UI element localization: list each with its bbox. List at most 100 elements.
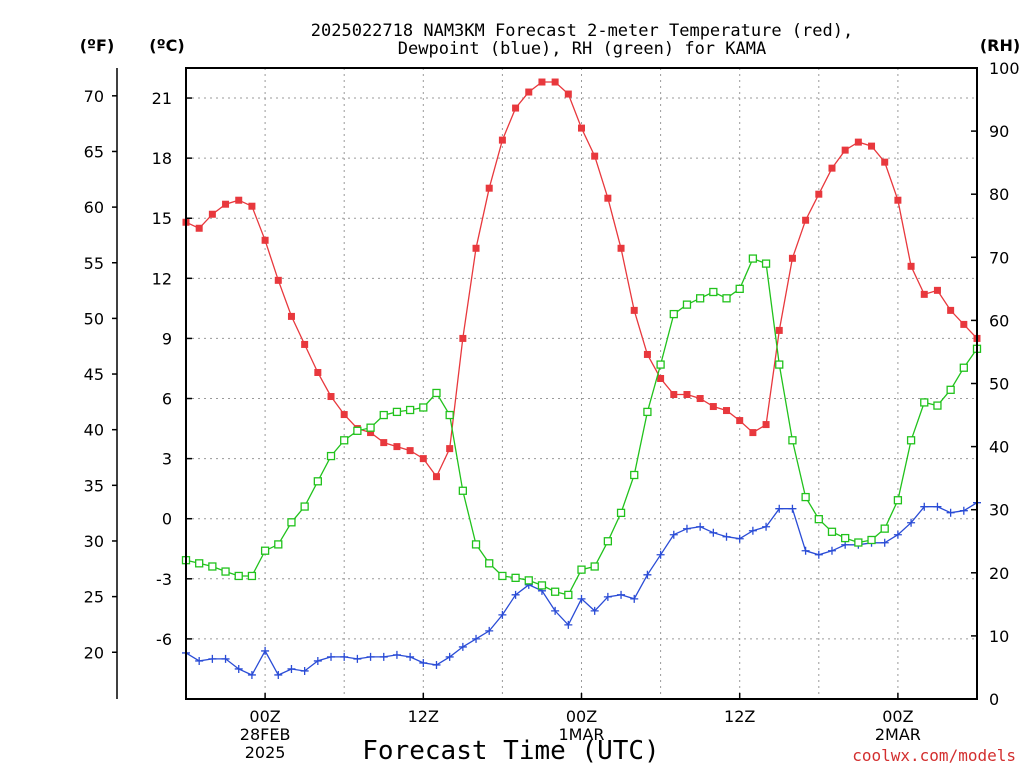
fahrenheit-tick-label: 55 — [84, 254, 104, 273]
temperature-point — [920, 290, 928, 298]
rh-point — [775, 360, 784, 369]
dewpoint-point — [722, 532, 731, 541]
temperature-point — [828, 164, 836, 172]
chart-title-line-2: Dewpoint (blue), RH (green) for KAMA — [398, 39, 766, 59]
rh-point — [603, 537, 613, 546]
celsius-tick-label: 3 — [162, 450, 172, 469]
temperature-point — [802, 216, 810, 224]
rh-tick-label: 90 — [989, 122, 1009, 141]
dewpoint-point — [748, 526, 757, 535]
rh-point — [550, 587, 560, 596]
rh-point — [313, 477, 322, 486]
temperature-point — [683, 391, 691, 399]
site-credit: coolwx.com/models — [852, 746, 1016, 765]
dewpoint-point — [261, 646, 270, 655]
rh-point — [445, 410, 454, 420]
rh-point — [485, 559, 494, 568]
rh-point — [260, 546, 270, 555]
rh-point — [405, 405, 415, 415]
rh-point — [419, 403, 428, 412]
x-tick-label: 1MAR — [558, 725, 604, 744]
dewpoint-point — [735, 534, 744, 543]
dewpoint-point — [195, 656, 204, 665]
rh-tick-label: 40 — [989, 438, 1009, 457]
temperature-point — [432, 473, 440, 481]
rh-point — [208, 562, 217, 571]
rh-point — [801, 492, 810, 502]
rh-point — [577, 565, 586, 574]
dewpoint-point — [959, 506, 968, 515]
rh-point — [590, 562, 599, 571]
rh-point — [221, 567, 230, 576]
dewpoint-point — [379, 652, 388, 661]
rh-point — [814, 515, 823, 524]
dewpoint-point — [762, 522, 771, 531]
celsius-tick-label: 12 — [152, 269, 172, 288]
rh-point — [287, 518, 296, 527]
rh-point — [524, 576, 533, 585]
dewpoint-point — [472, 634, 481, 643]
x-tick-label: 12Z — [724, 707, 755, 726]
temperature-point — [591, 152, 599, 160]
dewpoint-point — [366, 652, 375, 661]
dewpoint-point — [551, 606, 560, 615]
temperature-point — [472, 244, 480, 252]
rh-tick-label: 50 — [989, 375, 1009, 394]
dewpoint-point — [208, 654, 217, 663]
fahrenheit-tick-label: 45 — [84, 365, 104, 384]
temperature-point — [736, 417, 744, 425]
rh-tick-label: 60 — [989, 311, 1009, 330]
dewpoint-point — [419, 658, 428, 667]
celsius-tick-label: -6 — [156, 630, 172, 649]
rh-point — [353, 426, 362, 435]
temperature-point — [709, 403, 717, 411]
plot-frame — [185, 67, 978, 700]
temperature-point — [657, 374, 665, 382]
dewpoint-point — [643, 570, 652, 579]
temperature-point — [881, 158, 889, 166]
temperature-point — [380, 439, 388, 447]
rh-point — [893, 496, 903, 505]
temperature-point — [195, 224, 203, 232]
dewpoint-point — [392, 650, 401, 659]
rh-unit-label: (RH) — [980, 36, 1020, 55]
dewpoint-point — [300, 666, 309, 675]
dewpoint-point — [946, 508, 955, 517]
x-tick-label: 00Z — [249, 707, 280, 726]
grid-lines — [186, 68, 977, 699]
fahrenheit-tick-label: 25 — [84, 588, 104, 607]
temperature-point — [815, 190, 823, 198]
rh-tick-label: 10 — [989, 627, 1009, 646]
dewpoint-point — [564, 620, 573, 629]
temperature-point — [314, 368, 322, 376]
celsius-unit-label: (ºC) — [149, 36, 184, 55]
celsius-tick-label: 6 — [162, 390, 172, 409]
rh-point — [827, 527, 837, 536]
dewpoint-point — [630, 594, 639, 603]
temperature-point — [933, 286, 941, 294]
dewpoint-point — [933, 502, 942, 511]
chart-title-line-1: 2025022718 NAM3KM Forecast 2-meter Tempe… — [311, 21, 853, 41]
series-layer — [181, 78, 982, 679]
temperature-point — [894, 196, 902, 204]
fahrenheit-tick-label: 50 — [84, 309, 104, 328]
temperature-point — [643, 350, 651, 358]
temperature-point — [393, 443, 401, 451]
temperature-point — [367, 429, 375, 437]
rh-point — [880, 524, 889, 533]
temperature-point — [696, 395, 704, 403]
dewpoint-point — [682, 524, 691, 533]
temperature-point — [446, 445, 454, 453]
temperature-point — [327, 393, 335, 401]
rh-point — [616, 508, 626, 518]
temperature-point — [208, 210, 216, 218]
temperature-point — [960, 320, 968, 328]
temperature-point — [907, 262, 915, 270]
temperature-point — [525, 88, 533, 96]
dewpoint-point — [274, 670, 283, 679]
temperature-point — [248, 202, 256, 210]
dewpoint-point — [603, 592, 612, 601]
dewpoint-point — [340, 652, 349, 661]
temperature-point — [868, 142, 876, 150]
dewpoint-point — [920, 502, 929, 511]
